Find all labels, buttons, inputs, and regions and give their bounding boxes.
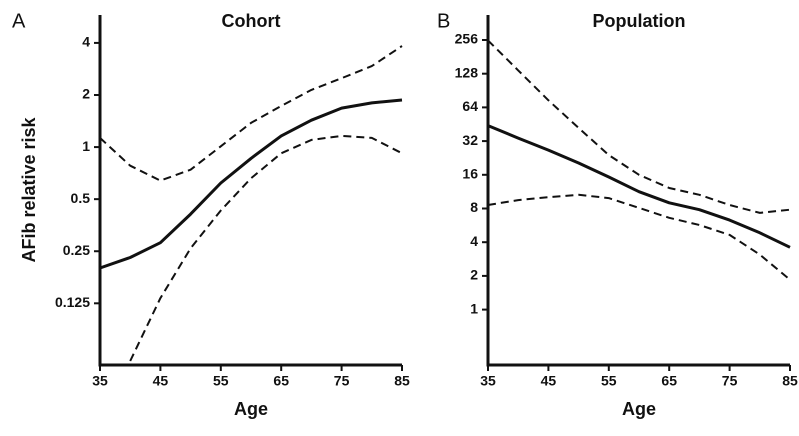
x-tick-label: 55	[601, 373, 617, 389]
y-tick-label: 16	[462, 165, 478, 181]
panel-label: A	[12, 10, 26, 32]
y-tick-label: 0.5	[71, 190, 91, 206]
ci-line	[487, 39, 791, 214]
y-tick-label: 1	[82, 138, 90, 154]
y-tick-label: 128	[455, 64, 479, 80]
x-tick-label: 35	[480, 373, 496, 389]
y-tick-label: 2	[82, 86, 90, 102]
y-tick-label: 2	[470, 267, 478, 283]
y-tick-label: 8	[470, 199, 478, 215]
x-tick-label: 45	[153, 373, 169, 389]
ci-line	[129, 134, 403, 362]
ci-line	[99, 45, 403, 182]
x-tick-label: 55	[213, 373, 229, 389]
x-tick-label: 85	[394, 373, 410, 389]
x-tick-label: 85	[782, 373, 798, 389]
y-tick-label: 32	[462, 132, 478, 148]
y-axis-label: AFib relative risk	[19, 116, 39, 262]
y-tick-label: 64	[462, 98, 478, 114]
x-tick-label: 45	[541, 373, 557, 389]
y-tick-label: 0.125	[55, 294, 90, 310]
x-tick-label: 75	[722, 373, 738, 389]
y-tick-label: 0.25	[63, 242, 90, 258]
y-tick-label: 1	[470, 300, 478, 316]
estimate-line	[99, 98, 403, 270]
chart-title: Population	[593, 11, 686, 31]
x-axis-label: Age	[622, 399, 656, 419]
x-tick-label: 65	[661, 373, 677, 389]
chart-title: Cohort	[222, 11, 281, 31]
x-tick-label: 65	[273, 373, 289, 389]
x-axis-label: Age	[234, 399, 268, 419]
estimate-line	[487, 124, 791, 249]
y-tick-label: 256	[455, 31, 479, 47]
x-tick-label: 75	[334, 373, 350, 389]
ci-line	[487, 193, 791, 281]
panel-label: B	[437, 10, 450, 32]
x-tick-label: 35	[92, 373, 108, 389]
y-tick-label: 4	[470, 233, 478, 249]
y-tick-label: 4	[82, 34, 90, 50]
